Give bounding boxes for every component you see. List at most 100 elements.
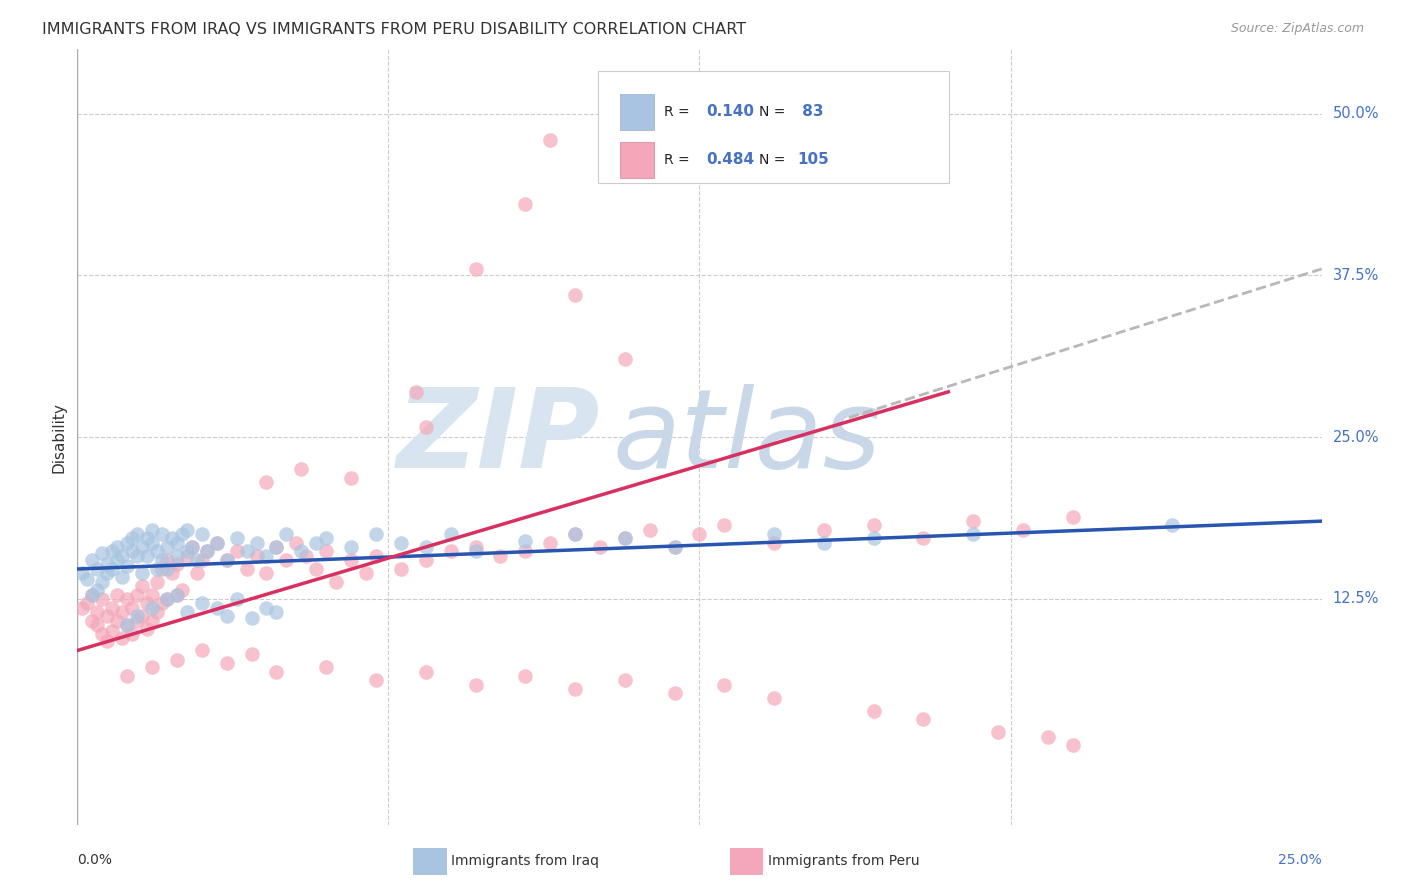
Point — [115, 591, 138, 606]
Point — [315, 544, 337, 558]
Point — [713, 678, 735, 692]
Point — [763, 536, 786, 550]
Point — [125, 608, 148, 623]
Point — [150, 527, 173, 541]
Point — [205, 536, 228, 550]
Point — [91, 574, 114, 589]
Text: 83: 83 — [797, 104, 824, 120]
Point — [987, 725, 1010, 739]
Point — [415, 553, 437, 567]
Point — [146, 544, 169, 558]
Point — [121, 531, 143, 545]
Point — [180, 540, 202, 554]
Point — [156, 540, 179, 554]
Point — [276, 553, 298, 567]
Point — [405, 384, 427, 399]
Point — [111, 631, 134, 645]
Point — [91, 546, 114, 561]
Point — [125, 588, 148, 602]
Point — [564, 527, 586, 541]
Point — [538, 536, 561, 550]
Point — [125, 549, 148, 563]
Point — [305, 562, 328, 576]
Point — [266, 605, 288, 619]
Point — [862, 531, 884, 545]
Point — [354, 566, 377, 580]
Point — [131, 540, 153, 554]
Point — [136, 531, 159, 545]
Point — [156, 591, 179, 606]
Point — [166, 549, 188, 563]
Point — [166, 588, 188, 602]
Point — [141, 536, 163, 550]
Point — [150, 562, 173, 576]
Point — [215, 553, 238, 567]
Point — [515, 669, 537, 683]
Point — [256, 566, 278, 580]
Point — [146, 605, 169, 619]
Point — [141, 600, 163, 615]
Point — [564, 527, 586, 541]
Point — [315, 531, 337, 545]
Point — [195, 544, 218, 558]
Point — [141, 660, 163, 674]
Point — [72, 566, 94, 580]
Point — [131, 566, 153, 580]
Point — [613, 673, 636, 688]
Text: Immigrants from Iraq: Immigrants from Iraq — [451, 854, 599, 868]
Point — [111, 549, 134, 563]
Point — [146, 574, 169, 589]
Point — [105, 553, 128, 567]
Point — [440, 527, 463, 541]
Point — [364, 527, 387, 541]
Point — [156, 562, 179, 576]
Point — [440, 544, 463, 558]
Point — [315, 660, 337, 674]
Point — [389, 536, 412, 550]
Point — [205, 600, 228, 615]
Point — [225, 544, 247, 558]
Point — [125, 614, 148, 628]
Point — [295, 549, 318, 563]
Point — [415, 540, 437, 554]
Point — [115, 559, 138, 574]
Point — [464, 678, 486, 692]
Point — [538, 133, 561, 147]
Point — [115, 536, 138, 550]
Point — [689, 527, 711, 541]
Point — [1062, 738, 1084, 752]
Point — [105, 588, 128, 602]
Point — [101, 562, 124, 576]
Text: 0.0%: 0.0% — [77, 853, 112, 867]
Point — [813, 523, 835, 537]
Point — [176, 523, 198, 537]
Point — [305, 536, 328, 550]
Point — [180, 540, 202, 554]
Point — [225, 531, 247, 545]
Point — [266, 540, 288, 554]
Text: N =: N = — [759, 153, 790, 167]
Point — [763, 691, 786, 706]
Text: 37.5%: 37.5% — [1333, 268, 1379, 283]
Point — [76, 596, 98, 610]
Text: R =: R = — [664, 104, 693, 119]
Point — [962, 514, 984, 528]
Point — [186, 566, 208, 580]
Point — [564, 682, 586, 697]
Point — [962, 527, 984, 541]
Point — [86, 562, 108, 576]
Point — [96, 566, 118, 580]
Point — [86, 605, 108, 619]
Point — [364, 673, 387, 688]
Point — [146, 562, 169, 576]
Point — [191, 553, 214, 567]
Text: 105: 105 — [797, 153, 830, 168]
Point — [131, 579, 153, 593]
Point — [1161, 518, 1184, 533]
Point — [415, 419, 437, 434]
Point — [82, 588, 104, 602]
Point — [912, 531, 935, 545]
Point — [121, 544, 143, 558]
Point — [235, 562, 257, 576]
Text: Immigrants from Peru: Immigrants from Peru — [768, 854, 920, 868]
